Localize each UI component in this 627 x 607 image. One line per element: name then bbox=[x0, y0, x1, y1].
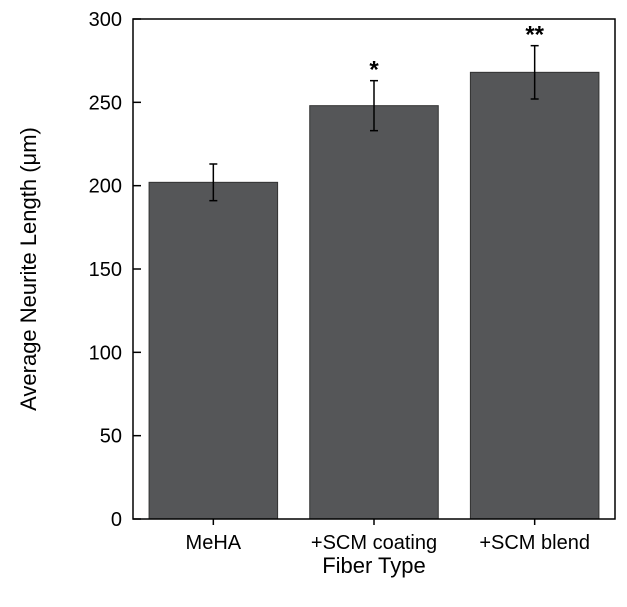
significance-label-1: * bbox=[369, 57, 379, 84]
y-tick-label-0: 0 bbox=[111, 509, 122, 531]
y-tick-label-6: 300 bbox=[89, 9, 122, 31]
y-tick-label-1: 50 bbox=[100, 426, 122, 448]
significance-label-2: ** bbox=[525, 22, 544, 49]
bar-1 bbox=[309, 105, 439, 520]
x-tick-label-0: MeHA bbox=[186, 532, 242, 554]
bar-2 bbox=[469, 71, 600, 520]
y-tick-label-5: 250 bbox=[89, 92, 122, 114]
significance-group: *** bbox=[369, 22, 544, 84]
y-axis-ticks: 0 50 100 150 200 250 300 bbox=[89, 9, 141, 531]
bars-group bbox=[148, 71, 600, 520]
y-axis-label: Average Neurite Length (μm) bbox=[16, 127, 41, 411]
x-axis-label: Fiber Type bbox=[322, 553, 426, 578]
y-tick-label-4: 200 bbox=[89, 176, 122, 198]
x-axis-ticks: MeHA +SCM coating +SCM blend bbox=[186, 519, 590, 554]
y-tick-label-3: 150 bbox=[89, 259, 122, 281]
x-tick-label-1: +SCM coating bbox=[311, 532, 437, 554]
bar-0 bbox=[148, 181, 279, 520]
x-tick-label-2: +SCM blend bbox=[479, 532, 590, 554]
error-bars-group bbox=[209, 44, 539, 202]
y-tick-label-2: 100 bbox=[89, 342, 122, 364]
